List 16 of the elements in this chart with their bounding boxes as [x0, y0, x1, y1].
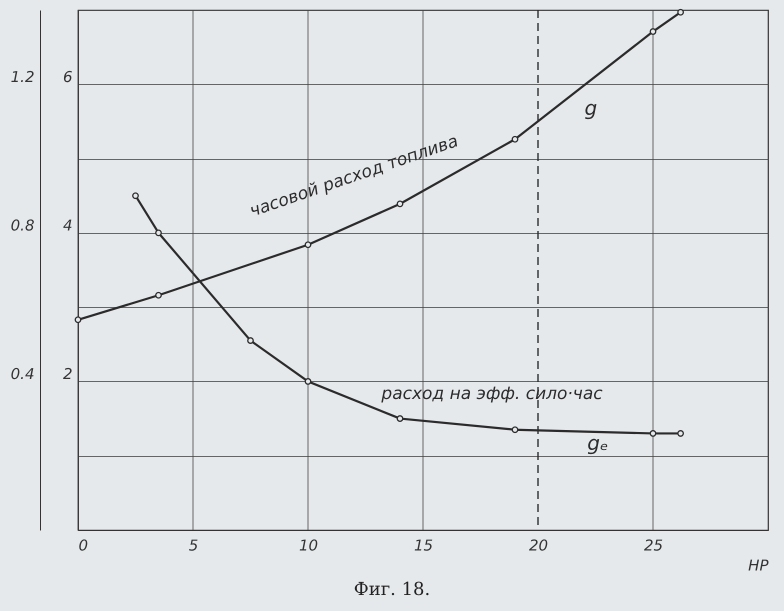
x-tick-label: 0 — [78, 536, 88, 554]
series-label: g — [584, 96, 598, 120]
x-tick-label: 15 — [414, 536, 434, 554]
series-label: gₑ — [587, 431, 608, 456]
x-tick-label: 25 — [644, 536, 664, 554]
text: Фиг. 18. — [352, 579, 432, 600]
y2-tick-label: 0.8 — [10, 216, 34, 234]
x-tick-label: 10 — [298, 536, 318, 554]
y-tick-label: 6 — [62, 68, 72, 86]
y-tick-label: 4 — [62, 216, 72, 234]
x-tick-label: 20 — [528, 536, 548, 554]
y-tick-label: 2 — [62, 364, 72, 383]
y2-tick-label: 1.2 — [10, 68, 34, 86]
x-tick-label: 5 — [188, 536, 198, 554]
y2-tick-label: 0.4 — [10, 364, 34, 383]
x-axis-title: HP — [748, 556, 770, 574]
